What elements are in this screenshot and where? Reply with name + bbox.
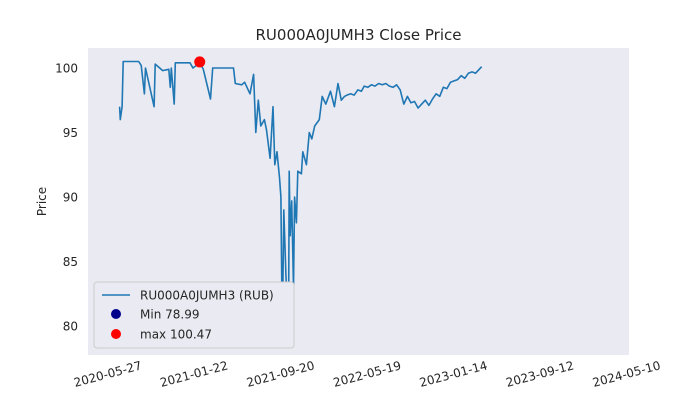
x-tick-label: 2021-09-20	[245, 358, 316, 390]
y-ticks: 80 85 90 95 100	[55, 61, 78, 333]
y-tick-label: 100	[55, 61, 78, 75]
series-line	[118, 60, 483, 340]
legend-box	[93, 281, 295, 349]
y-axis-label: Price	[35, 187, 49, 216]
x-tick-label: 2020-05-27	[72, 358, 143, 390]
y-tick-label: 90	[63, 190, 78, 204]
legend: RU000A0JUMH3 (RUB) Min 78.99 max 100.47	[93, 281, 295, 349]
max-marker	[194, 56, 206, 68]
y-tick-label: 80	[63, 319, 78, 333]
y-tick-label: 85	[63, 255, 78, 269]
x-tick-label: 2023-09-12	[504, 358, 575, 390]
y-tick-label: 95	[63, 126, 78, 140]
x-tick-label: 2022-05-19	[332, 358, 403, 390]
legend-label-min: Min 78.99	[140, 308, 199, 322]
legend-marker-max	[111, 329, 121, 339]
legend-marker-min	[111, 309, 121, 319]
legend-label-series: RU000A0JUMH3 (RUB)	[140, 289, 274, 303]
chart-title: RU000A0JUMH3 Close Price	[256, 26, 462, 44]
x-tick-label: 2024-05-10	[591, 358, 662, 390]
x-ticks: 2020-05-27 2021-01-22 2021-09-20 2022-05-19…	[72, 358, 662, 390]
x-tick-label: 2021-01-22	[159, 358, 230, 390]
x-tick-label: 2023-01-14	[418, 358, 489, 390]
series-layer	[118, 60, 483, 340]
legend-label-max: max 100.47	[140, 328, 212, 342]
